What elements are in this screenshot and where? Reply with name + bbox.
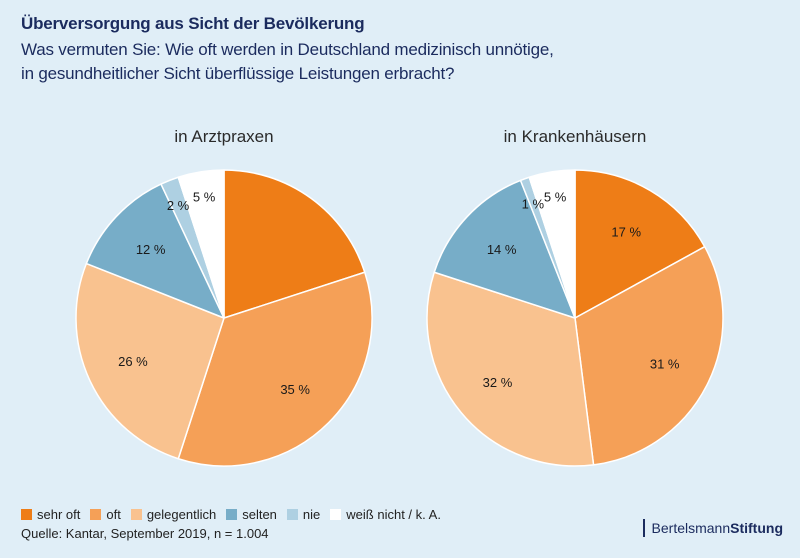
legend-item-sehr-oft: sehr oft	[21, 507, 80, 522]
legend-item-oft: oft	[90, 507, 121, 522]
legend: sehr oft oft gelegentlich selten nie wei…	[21, 507, 441, 522]
legend-swatch	[130, 509, 142, 520]
pie-label-nie: 1 %	[522, 196, 545, 211]
brand-text-1: Bertelsmann	[651, 520, 731, 536]
legend-item-weiss-nicht: weiß nicht / k. A.	[330, 507, 441, 522]
legend-swatch	[21, 509, 32, 520]
legend-label: sehr oft	[37, 507, 81, 522]
chart-subtitle: Was vermuten Sie: Wie oft werden in Deut…	[21, 38, 661, 86]
legend-swatch	[226, 509, 238, 520]
pie-title-arztpraxen: in Arztpraxen	[174, 127, 274, 146]
brand-logo: Bertelsmann Stiftung	[642, 519, 783, 537]
pie-label-selten: 14 %	[487, 242, 517, 257]
pie-title-krankenhaeuser: in Krankenhäusern	[503, 127, 647, 146]
legend-label: weiß nicht / k. A.	[346, 507, 441, 522]
pie-slice-weiss-nicht	[177, 169, 225, 319]
pie-slice-gelegentlich	[426, 271, 595, 467]
legend-label: selten	[242, 507, 277, 522]
legend-swatch	[330, 509, 342, 520]
pie-slice-sehr-oft	[574, 169, 706, 319]
pie-label-gelegentlich: 26 %	[118, 354, 148, 369]
pie-slice-oft	[574, 245, 724, 466]
subtitle-line-2: in gesundheitlicher Sicht überflüssige L…	[21, 64, 455, 83]
legend-swatch	[286, 509, 298, 520]
legend-swatch	[90, 509, 102, 520]
subtitle-line-1: Was vermuten Sie: Wie oft werden in Deut…	[21, 40, 554, 59]
brand-bar	[642, 519, 645, 537]
chart-title: Überversorgung aus Sicht der Bevölkerung	[21, 14, 365, 33]
legend-label: oft	[106, 507, 121, 522]
legend-item-selten: selten	[226, 507, 277, 522]
pie-slice-selten	[433, 179, 576, 319]
pie-label-gelegentlich: 32 %	[483, 375, 513, 390]
legend-item-nie: nie	[286, 507, 321, 522]
source-note: Quelle: Kantar, September 2019, n = 1.00…	[21, 526, 269, 541]
pie-label-oft: 31 %	[650, 357, 680, 372]
pie-slice-sehr-oft	[223, 169, 366, 319]
pie-label-weiss-nicht: 5 %	[544, 189, 567, 204]
pie-slice-selten	[85, 183, 225, 319]
pie-label-nie: 2 %	[167, 198, 190, 213]
pie-slice-oft	[177, 271, 373, 467]
legend-item-gelegentlich: gelegentlich	[130, 507, 217, 522]
pie-label-weiss-nicht: 5 %	[193, 189, 216, 204]
pie-krankenhaeuser: 17 % 31 % 32 % 14 % 1 % 5 %	[426, 169, 724, 467]
pie-slice-weiss-nicht	[528, 169, 576, 319]
pie-label-selten: 12 %	[136, 242, 166, 257]
pie-arztpraxen: 35 % 26 % 12 % 2 %5 %	[75, 169, 373, 467]
pie-label-sehr-oft: 17 %	[611, 224, 641, 239]
pie-label-oft: 35 %	[280, 382, 310, 397]
pie-slice-gelegentlich	[75, 262, 225, 460]
legend-label: nie	[302, 507, 321, 522]
brand-text-2: Stiftung	[730, 520, 783, 536]
legend-label: gelegentlich	[146, 507, 217, 522]
